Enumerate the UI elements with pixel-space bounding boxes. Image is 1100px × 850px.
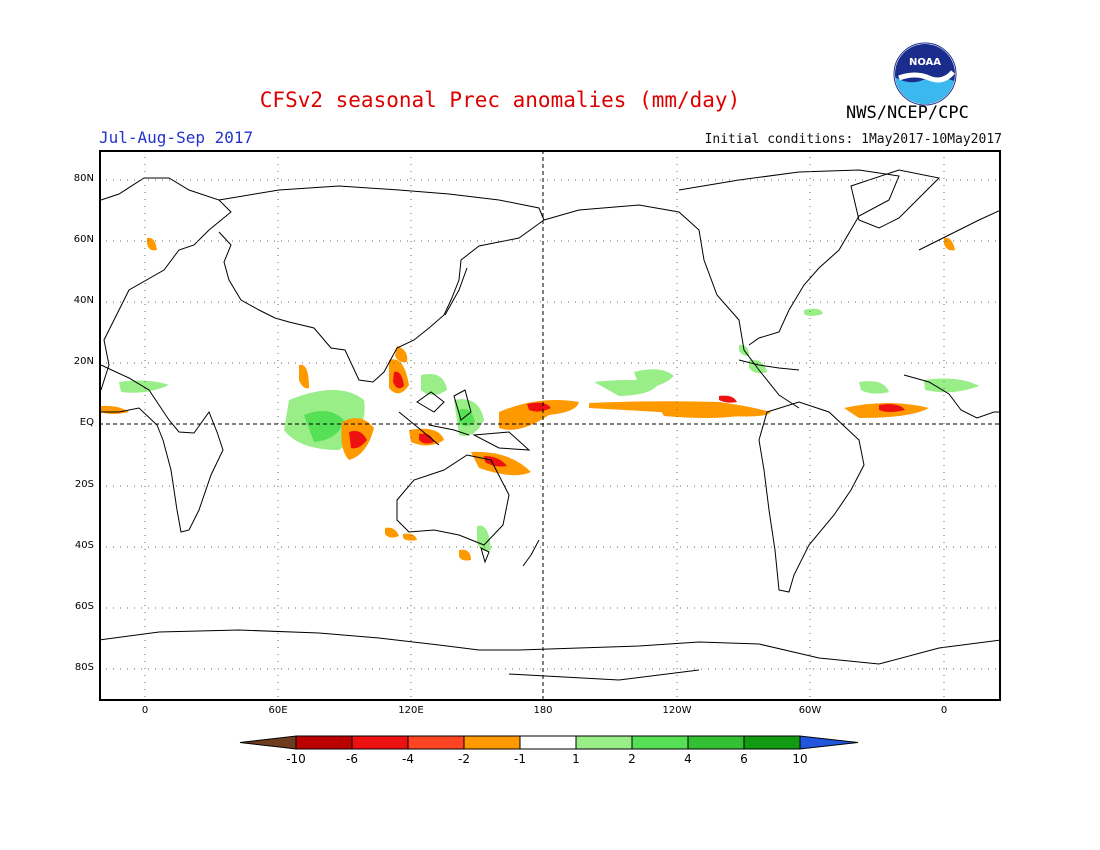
colorbar-cell — [575, 735, 633, 750]
wet-anomaly-patch — [859, 381, 889, 394]
lon-tick-label: 120E — [398, 705, 424, 716]
dry-anomaly-patch — [527, 402, 551, 412]
wet-anomaly-patch — [459, 408, 475, 426]
dry-anomaly-patch — [659, 408, 739, 418]
dry-anomaly-patch — [459, 549, 471, 561]
colorbar-cell — [631, 735, 689, 750]
anomaly-patches — [101, 237, 979, 561]
lat-tick-label: 80S — [74, 662, 94, 673]
colorbar-tick-label: 4 — [684, 752, 692, 766]
colorbar-cell — [519, 735, 577, 750]
colorbar-cells — [239, 735, 859, 750]
colorbar-cell — [743, 735, 801, 750]
colorbar-tick-label: -2 — [458, 752, 470, 766]
lat-tick-label: 40S — [74, 540, 94, 551]
lon-tick-label: 180 — [533, 705, 553, 716]
colorbar-tick-label: 1 — [572, 752, 580, 766]
wet-anomaly-patch — [804, 308, 823, 316]
colorbar-cell — [407, 735, 465, 750]
lon-tick-label: 120W — [662, 705, 692, 716]
lat-tick-label: 60S — [74, 601, 94, 612]
dry-anomaly-patch — [349, 431, 367, 449]
colorbar-tick-label: -6 — [346, 752, 358, 766]
colorbar-tick-label: -10 — [286, 752, 306, 766]
colorbar-tick-label: 6 — [740, 752, 748, 766]
precip-anomaly-map — [99, 150, 1001, 701]
lon-tick-label: 0 — [141, 705, 149, 716]
colorbar-tick-label: 2 — [628, 752, 636, 766]
chart-title-text: CFSv2 seasonal Prec anomalies (mm/day) — [259, 88, 741, 112]
lat-tick-label: 20S — [74, 479, 94, 490]
colorbar-high-extension — [799, 735, 859, 750]
colorbar-tick-label: -4 — [402, 752, 414, 766]
dry-anomaly-patch — [719, 395, 737, 403]
dry-anomaly-patch — [499, 399, 579, 430]
lat-tick-label: 80N — [73, 173, 94, 184]
lat-tick-label: EQ — [79, 417, 94, 428]
wet-anomaly-patch — [477, 525, 491, 551]
noaa-logo: NOAA — [893, 42, 957, 106]
colorbar-labels: -10 -6 -4 -2 -1 1 2 4 6 10 — [286, 752, 807, 766]
initial-conditions-label: Initial conditions: 1May2017-10May2017 — [704, 132, 1002, 147]
lon-tick-label: 60E — [268, 705, 288, 716]
map-frame — [99, 150, 1001, 701]
colorbar-tick-label: 10 — [792, 752, 807, 766]
wet-anomaly-patch — [421, 374, 447, 395]
coastlines — [99, 169, 1001, 681]
lat-tick-label: 60N — [73, 234, 94, 245]
dry-anomaly-patch — [395, 346, 408, 363]
colorbar-cell — [295, 735, 353, 750]
dry-anomaly-patch — [403, 533, 417, 541]
chart-title: CFSv2 seasonal Prec anomalies (mm/day) — [0, 88, 1100, 112]
dry-anomaly-patch — [879, 404, 905, 412]
colorbar-cell — [351, 735, 409, 750]
dry-anomaly-patch — [419, 433, 434, 444]
lat-tick-label: 20N — [73, 356, 94, 367]
lon-tick-label: 60W — [798, 705, 822, 716]
wet-anomaly-patch — [304, 411, 344, 442]
noaa-logo-text: NOAA — [909, 57, 941, 68]
colorbar: -10 -6 -4 -2 -1 1 2 4 6 10 — [239, 735, 859, 766]
dry-anomaly-patch — [147, 237, 157, 251]
dry-anomaly-patch — [393, 371, 404, 389]
dry-anomaly-patch — [299, 364, 309, 389]
colorbar-low-extension — [239, 735, 297, 750]
colorbar-cell — [463, 735, 521, 750]
colorbar-cell — [687, 735, 745, 750]
dry-anomaly-patch — [589, 401, 771, 417]
wet-anomaly-patch — [634, 369, 674, 387]
wet-anomaly-patch — [924, 378, 979, 393]
dry-anomaly-patch — [385, 527, 399, 538]
lat-lon-grid — [99, 150, 1001, 701]
colorbar-tick-label: -1 — [514, 752, 526, 766]
dry-anomaly-patch — [101, 405, 129, 414]
season-label: Jul-Aug-Sep 2017 — [99, 128, 254, 147]
lon-tick-label: 0 — [940, 705, 948, 716]
wet-anomaly-patch — [749, 359, 767, 374]
dry-anomaly-patch — [484, 456, 507, 467]
dry-anomaly-patch — [944, 237, 955, 251]
agency-label: NWS/NCEP/CPC — [846, 103, 969, 123]
lat-tick-label: 40N — [73, 295, 94, 306]
